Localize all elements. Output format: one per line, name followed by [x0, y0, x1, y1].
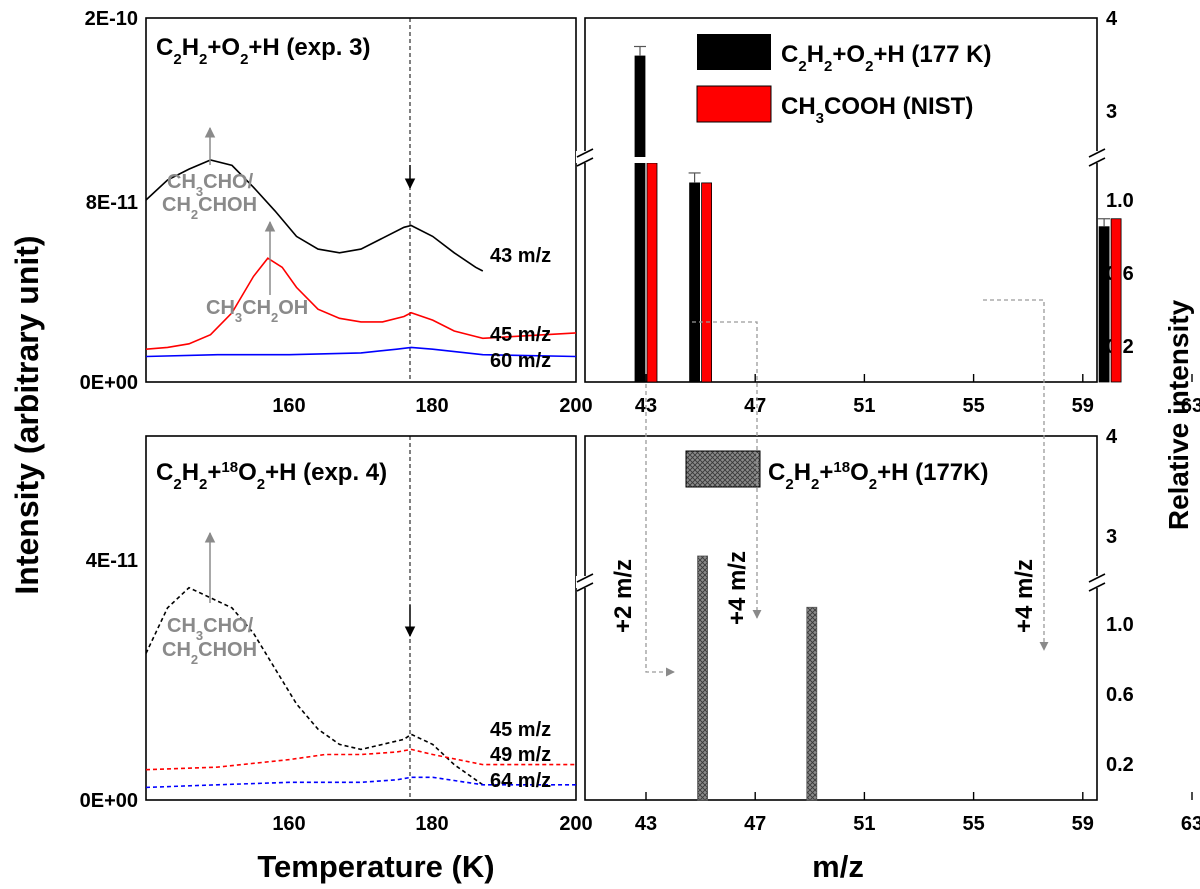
tl-annot-ch2choh: CH2CHOH — [162, 194, 257, 222]
xtick-label-55: 55 — [962, 395, 984, 417]
bl-xtick-200: 200 — [559, 813, 592, 835]
panel-top-left: 0E+00 8E-11 2E-10 160 180 200 C2H2+O2+H … — [80, 8, 593, 417]
tr-break-mark-3 — [1088, 148, 1106, 158]
bl-ytick-1: 4E-11 — [86, 550, 138, 572]
tr-break-mark-4 — [1088, 157, 1106, 167]
br-break-mark-2 — [576, 582, 594, 592]
xtick-label-59: 59 — [1072, 395, 1094, 417]
connector-60-64 — [983, 299, 1049, 651]
tr-break-mark-2 — [576, 157, 594, 167]
tl-ytick-1: 8E-11 — [86, 192, 138, 214]
br-break-mark-4 — [1088, 582, 1106, 592]
br-shift-label-1: +2 m/z — [610, 559, 637, 633]
xtick-label-55: 55 — [962, 813, 984, 835]
bar-sample-60 — [1098, 226, 1110, 383]
br-bars — [670, 555, 818, 801]
bl-ytick-0: 0E+00 — [80, 790, 138, 812]
connector-43-45 — [645, 384, 675, 677]
br-legend-label-hatched: C2H2+18O2+H (177K) — [768, 459, 988, 493]
bl-label-64: 64 m/z — [490, 770, 551, 792]
bar-18o-49 — [806, 606, 818, 801]
tl-xtick-180: 180 — [415, 395, 448, 417]
tr-ytick-1.0: 1.0 — [1106, 190, 1134, 212]
xtick-label-63: 63 — [1181, 813, 1200, 835]
panel-bottom-right: 4 3 1.0 0.6 0.2 43 47 51 55 59 63 C2H2+18O2+H… — [576, 426, 1200, 835]
bar-sample-43 — [634, 55, 646, 383]
bl-xtick-180: 180 — [415, 813, 448, 835]
left-ylabel: Intensity (arbitrary unit) — [9, 235, 45, 594]
tr-break-mark-1 — [576, 148, 594, 158]
bar-nist-60 — [1110, 218, 1122, 383]
panel-top-right-frame — [584, 17, 1098, 383]
bar-18o-45 — [697, 555, 708, 801]
br-break-mark-1 — [576, 573, 594, 583]
tr-xticks: 43 47 51 55 59 63 — [635, 374, 1200, 417]
xtick-label-43: 43 — [635, 813, 657, 835]
tl-ytick-2: 2E-10 — [85, 8, 138, 30]
tl-lines — [145, 159, 577, 358]
br-ytick-4: 4 — [1106, 426, 1118, 448]
right-ylabel: Relative intensity — [1163, 299, 1194, 530]
xtick-label-51: 51 — [853, 395, 875, 417]
bar-nist-45 — [701, 182, 712, 383]
line-43-m-z — [145, 159, 484, 272]
line-45-m-z — [145, 586, 484, 786]
line-60-m-z — [145, 346, 577, 358]
xtick-label-47: 47 — [744, 813, 766, 835]
line-64-m-z — [145, 776, 576, 789]
br-break-mark-3 — [1088, 573, 1106, 583]
tr-ytick-3: 3 — [1106, 101, 1117, 123]
tr-legend-label-red: CH3COOH (NIST) — [781, 93, 973, 127]
br-ytick-0.6: 0.6 — [1106, 684, 1134, 706]
br-shift-label-2: +4 m/z — [724, 551, 751, 625]
xtick-label-59: 59 — [1072, 813, 1094, 835]
tl-title: C2H2+O2+H (exp. 3) — [156, 34, 370, 68]
bl-title: C2H2+18O2+H (exp. 4) — [156, 459, 387, 493]
bar-sample-45 — [689, 182, 700, 383]
tl-xtick-200: 200 — [559, 395, 592, 417]
br-legend-swatch-hatched — [685, 450, 761, 488]
panel-bottom-left: 0E+00 4E-11 160 180 200 C2H2+18O2+H (exp… — [80, 435, 593, 835]
br-bar-break-gap — [670, 579, 692, 585]
panel-bottom-left-frame — [145, 435, 577, 801]
bl-xtick-160: 160 — [272, 813, 305, 835]
panel-bottom-right-frame — [584, 435, 1098, 801]
tr-bar-break-gap — [628, 157, 664, 163]
br-ytick-0.2: 0.2 — [1106, 754, 1134, 776]
shift-connectors — [645, 299, 1049, 677]
br-ytick-1.0: 1.0 — [1106, 614, 1134, 636]
line-45-m-z — [145, 257, 577, 350]
xtick-label-63: 63 — [1181, 395, 1200, 417]
tr-bars — [628, 45, 1122, 383]
xtick-label-47: 47 — [744, 395, 766, 417]
bar-nist-43 — [646, 162, 658, 383]
right-xlabel: m/z — [812, 849, 864, 884]
tl-label-60: 60 m/z — [490, 350, 551, 372]
bl-label-45: 45 m/z — [490, 719, 551, 741]
tr-legend-label-black: C2H2+O2+H (177 K) — [781, 41, 991, 75]
tl-xtick-160: 160 — [272, 395, 305, 417]
tr-legend-swatch-red — [696, 85, 772, 123]
tl-label-43: 43 m/z — [490, 245, 551, 267]
bl-label-49: 49 m/z — [490, 744, 551, 766]
xtick-label-51: 51 — [853, 813, 875, 835]
left-xlabel: Temperature (K) — [257, 849, 494, 884]
line-49-m-z — [145, 748, 576, 771]
br-xticks: 43 47 51 55 59 63 — [635, 792, 1200, 835]
tr-legend-swatch-black — [697, 34, 771, 70]
br-shift-label-3: +4 m/z — [1011, 559, 1038, 633]
bl-lines — [145, 586, 576, 789]
tl-label-45: 45 m/z — [490, 324, 551, 346]
tl-ytick-0: 0E+00 — [80, 372, 138, 394]
bl-annot-ch2choh: CH2CHOH — [162, 639, 257, 667]
tl-annot-ch3ch2oh: CH3CH2OH — [206, 297, 308, 325]
connector-45-49 — [692, 321, 762, 619]
br-ytick-3: 3 — [1106, 526, 1117, 548]
tr-ytick-4: 4 — [1106, 8, 1118, 30]
